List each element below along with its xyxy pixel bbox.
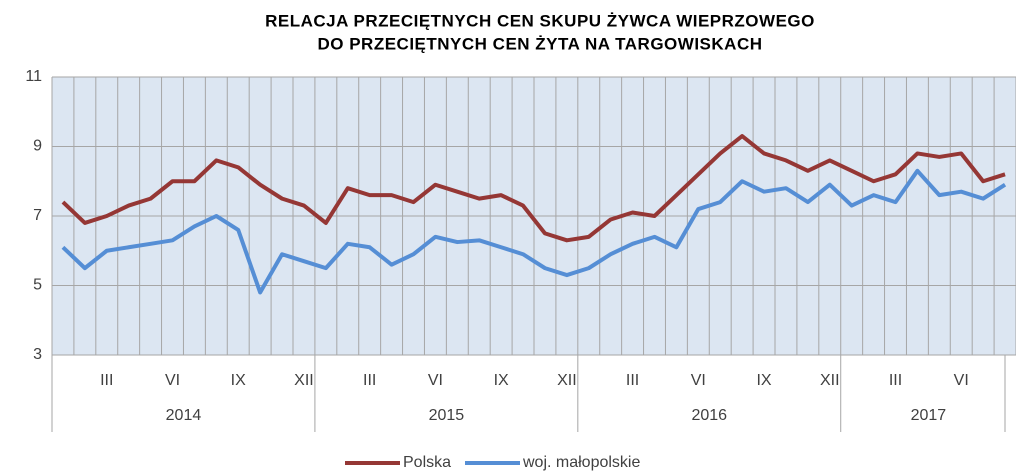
x-tick-label: XII — [294, 372, 314, 389]
x-tick-label: VI — [428, 372, 443, 389]
x-tick-label: III — [626, 372, 639, 389]
y-tick-label: 5 — [33, 277, 42, 294]
x-tick-label: VI — [165, 372, 180, 389]
x-tick-label: IX — [494, 372, 509, 389]
x-tick-label: VI — [954, 372, 969, 389]
x-tick-label: IX — [231, 372, 246, 389]
chart-title: RELACJA PRZECIĘTNYCH CEN SKUPU ŻYWCA WIE… — [265, 11, 815, 30]
x-tick-label: III — [100, 372, 113, 389]
series-line — [61, 134, 1006, 243]
group-label: 2014 — [166, 407, 202, 424]
y-tick-label: 3 — [33, 346, 42, 363]
y-tick-label: 11 — [25, 68, 42, 85]
x-tick-label: IX — [756, 372, 771, 389]
x-tick-label: XII — [820, 372, 840, 389]
chart-title: DO PRZECIĘTNYCH CEN ŻYTA NA TARGOWISKACH — [318, 34, 763, 53]
x-tick-label: III — [363, 372, 376, 389]
x-tick-label: XII — [557, 372, 577, 389]
x-tick-label: VI — [691, 372, 706, 389]
y-tick-label: 7 — [33, 207, 42, 224]
group-label: 2017 — [911, 407, 947, 424]
group-label: 2015 — [429, 407, 465, 424]
x-tick-label: III — [889, 372, 902, 389]
y-tick-label: 9 — [33, 138, 42, 155]
legend-label: Polska — [403, 454, 451, 471]
series-line — [61, 168, 1007, 295]
legend-label: woj. małopolskie — [522, 454, 640, 471]
group-label: 2016 — [691, 407, 727, 424]
